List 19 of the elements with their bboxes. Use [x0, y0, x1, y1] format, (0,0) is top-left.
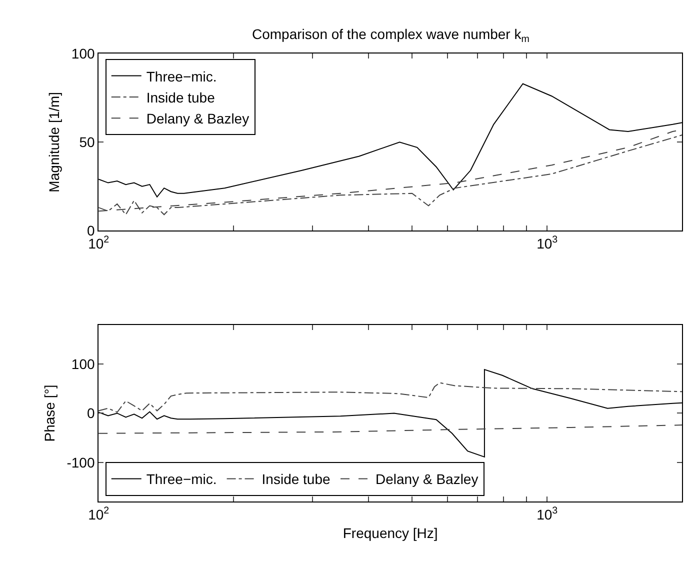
chart-title: Comparison of the complex wave number k$_{m}$ — [252, 26, 530, 45]
y-tick-label: 50 — [79, 134, 95, 150]
legend-label: Delany & Bazley — [146, 110, 250, 127]
x-axis-title: Frequency [Hz] — [342, 524, 438, 541]
y-tick-label: 0 — [86, 405, 95, 422]
legend-label: Inside tube — [146, 89, 216, 106]
y-tick-label: 100 — [71, 46, 95, 62]
legend-label: Three−mic. — [146, 471, 217, 488]
y-tick-label: 100 — [71, 356, 95, 372]
y-axis-title: Magnitude [1/m] — [46, 92, 62, 192]
legend-label: Delany & Bazley — [376, 471, 478, 488]
x-tick-label: 10$^{3}$ — [536, 506, 558, 522]
y-tick-label: -100 — [66, 454, 95, 470]
legend-label: Three−mic. — [146, 68, 217, 84]
y-axis-title: Phase [°] — [41, 384, 58, 442]
legend-label: Inside tube — [262, 471, 331, 488]
y-tick-label: 0 — [86, 222, 95, 238]
x-tick-label: 10$^{3}$ — [536, 234, 558, 252]
x-tick-label: 10$^{2}$ — [88, 506, 110, 522]
